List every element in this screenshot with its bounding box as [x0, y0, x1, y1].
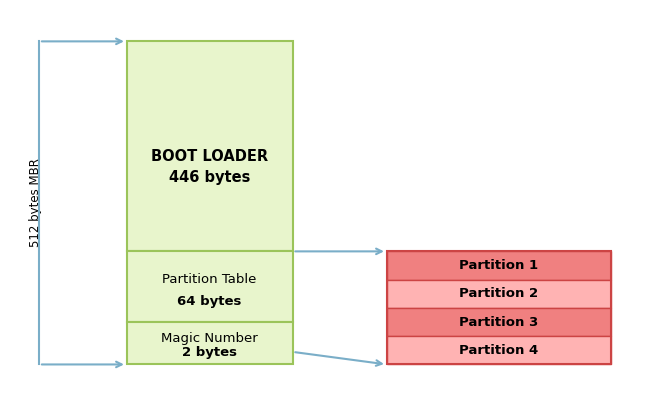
FancyBboxPatch shape [387, 251, 611, 280]
Text: Partition 3: Partition 3 [460, 316, 538, 329]
Text: 512 bytes MBR: 512 bytes MBR [29, 158, 42, 247]
Text: 2 bytes: 2 bytes [182, 346, 237, 359]
Text: Partition 4: Partition 4 [460, 344, 538, 357]
Text: BOOT LOADER: BOOT LOADER [151, 149, 268, 164]
FancyBboxPatch shape [387, 280, 611, 308]
Text: Partition 2: Partition 2 [460, 287, 538, 300]
Text: Partition 1: Partition 1 [460, 259, 538, 272]
FancyBboxPatch shape [127, 41, 292, 251]
FancyBboxPatch shape [387, 308, 611, 336]
Text: Magic Number: Magic Number [161, 332, 258, 345]
FancyBboxPatch shape [387, 336, 611, 364]
Text: 64 bytes: 64 bytes [177, 295, 242, 308]
Text: 446 bytes: 446 bytes [169, 170, 250, 185]
Text: Partition Table: Partition Table [162, 273, 257, 286]
FancyBboxPatch shape [127, 322, 292, 364]
FancyBboxPatch shape [127, 251, 292, 322]
